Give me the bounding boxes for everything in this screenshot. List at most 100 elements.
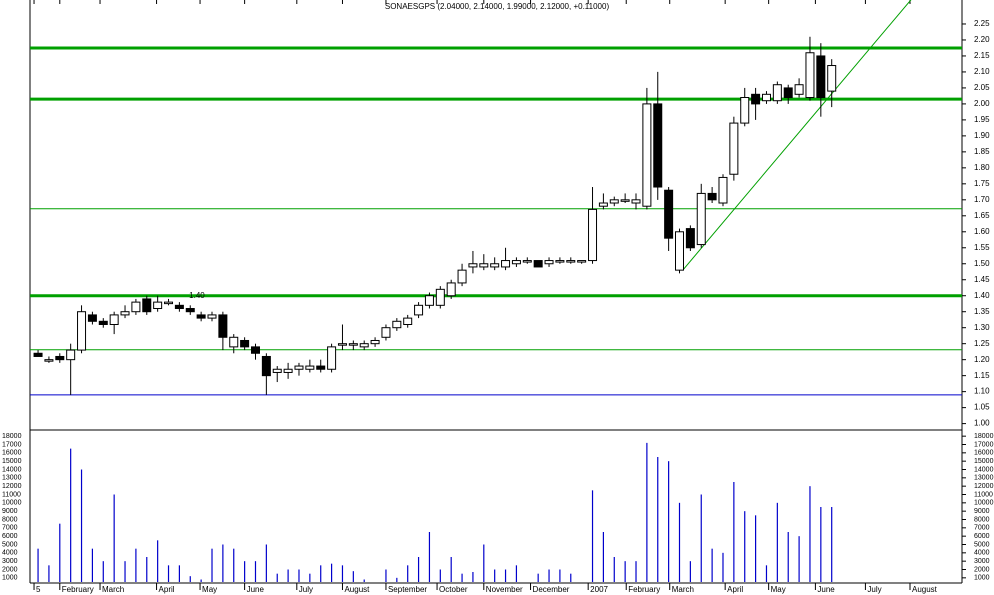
candle-body <box>44 359 54 362</box>
x-tick-label: February <box>62 585 94 594</box>
candle-body <box>772 84 782 102</box>
volume-tick-label: 7000 <box>2 525 18 532</box>
volume-tick-label: 5000 <box>974 541 990 548</box>
candle-body <box>718 176 728 204</box>
x-tick-label: March <box>672 585 694 594</box>
volume-tick-label: 16000 <box>2 450 22 457</box>
volume-tick-label: 8000 <box>2 516 18 523</box>
candle-body <box>348 343 358 346</box>
candle-body <box>294 365 304 370</box>
volume-tick-label: 5000 <box>2 541 18 548</box>
candle-body <box>218 314 228 338</box>
x-tick-label: December <box>533 585 570 594</box>
volume-tick-label: 12000 <box>2 483 22 490</box>
y-tick-label: 1.05 <box>974 403 990 412</box>
volume-tick-label: 17000 <box>2 441 22 448</box>
candle-body <box>707 192 717 201</box>
candle-body <box>305 365 315 370</box>
candle-body <box>261 355 271 377</box>
candle-body <box>381 327 391 338</box>
y-tick-label: 2.05 <box>974 83 990 92</box>
candle-body <box>794 84 804 95</box>
volume-tick-label: 10000 <box>974 500 994 507</box>
candle-body <box>544 260 554 265</box>
candle-body <box>196 314 206 319</box>
y-tick-label: 1.60 <box>974 227 990 236</box>
candle-body <box>566 260 576 263</box>
volume-tick-label: 1000 <box>2 575 18 582</box>
candle-body <box>316 365 326 370</box>
candle-body <box>609 199 619 204</box>
volume-tick-label: 3000 <box>2 558 18 565</box>
x-tick-label: April <box>727 585 743 594</box>
volume-tick-label: 9000 <box>2 508 18 515</box>
x-tick-label: June <box>817 585 835 594</box>
candle-body <box>327 346 337 370</box>
annotation: 1.40 <box>189 291 205 300</box>
volume-tick-label: 1000 <box>974 575 990 582</box>
y-tick-label: 2.15 <box>974 51 990 60</box>
candle-body <box>229 336 239 348</box>
candle-body <box>77 311 87 351</box>
trend-line <box>682 0 912 271</box>
x-tick-label: May <box>202 585 217 594</box>
volume-tick-label: 16000 <box>974 450 994 457</box>
x-tick-label: August <box>912 585 938 594</box>
x-tick-label: September <box>388 585 427 594</box>
candle-body <box>468 263 478 268</box>
volume-tick-label: 14000 <box>974 466 994 473</box>
volume-tick-label: 13000 <box>974 475 994 482</box>
y-tick-label: 2.25 <box>974 19 990 28</box>
candle-body <box>414 304 424 316</box>
candle-body <box>620 199 630 202</box>
volume-tick-label: 10000 <box>2 500 22 507</box>
x-tick-label: July <box>867 585 881 594</box>
candle-body <box>751 93 761 105</box>
candle-body <box>490 263 500 268</box>
y-tick-label: 1.50 <box>974 259 990 268</box>
volume-tick-label: 11000 <box>974 491 993 498</box>
candle-body <box>55 355 65 361</box>
candle-body <box>272 368 282 373</box>
candle-body <box>511 260 521 265</box>
volume-tick-label: 2000 <box>974 566 990 573</box>
y-tick-label: 1.00 <box>974 419 990 428</box>
candle-body <box>250 346 260 354</box>
candle-body <box>729 122 739 175</box>
y-tick-label: 1.10 <box>974 387 990 396</box>
candle-body <box>370 339 380 345</box>
x-tick-label: March <box>102 585 124 594</box>
candle-body <box>827 65 837 92</box>
candle-body <box>588 208 598 262</box>
y-tick-label: 1.90 <box>974 131 990 140</box>
candle-body <box>164 301 174 305</box>
candle-body <box>685 228 695 249</box>
y-tick-label: 1.55 <box>974 243 990 252</box>
volume-tick-label: 18000 <box>974 433 994 440</box>
candle-body <box>555 260 565 263</box>
y-tick-label: 1.40 <box>974 291 990 300</box>
y-tick-label: 1.80 <box>974 163 990 172</box>
y-tick-label: 1.65 <box>974 211 990 220</box>
y-tick-label: 2.10 <box>974 67 990 76</box>
candle-body <box>479 263 489 268</box>
volume-tick-label: 18000 <box>2 433 22 440</box>
candle-body <box>642 103 652 207</box>
candle-body <box>240 339 250 348</box>
volume-tick-label: 8000 <box>974 516 990 523</box>
volume-tick-label: 7000 <box>974 525 990 532</box>
candle-body <box>33 352 43 357</box>
y-tick-label: 1.25 <box>974 339 990 348</box>
y-tick-label: 1.20 <box>974 355 990 364</box>
y-tick-label: 1.70 <box>974 195 990 204</box>
y-tick-label: 1.30 <box>974 323 990 332</box>
candle-body <box>816 55 826 99</box>
candle-body <box>403 317 413 325</box>
candle-body <box>631 199 641 204</box>
candle-body <box>664 189 674 239</box>
volume-tick-label: 14000 <box>2 466 22 473</box>
candle-body <box>675 231 685 271</box>
volume-tick-label: 15000 <box>974 458 994 465</box>
